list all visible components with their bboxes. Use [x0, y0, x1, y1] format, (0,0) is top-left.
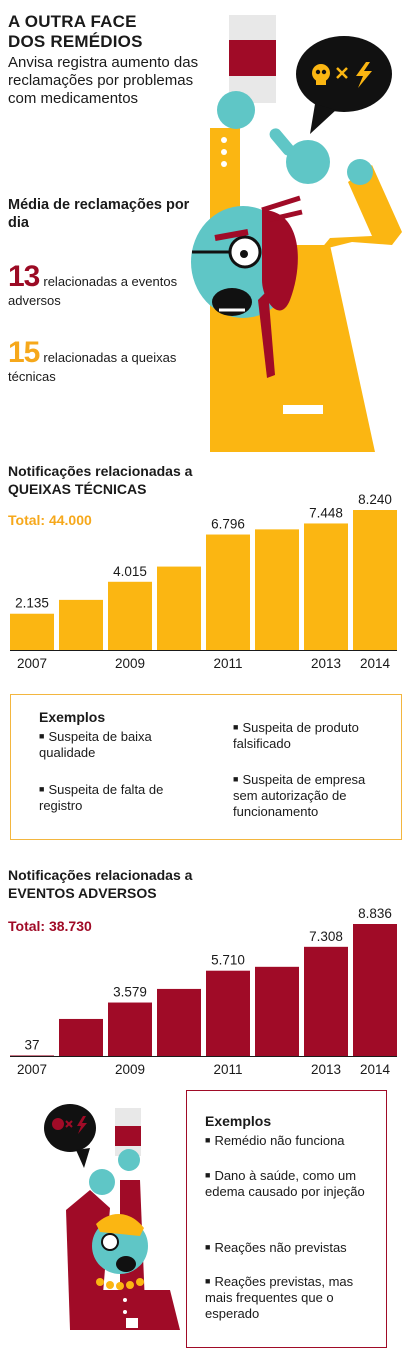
value-label: 8.240: [358, 492, 392, 507]
bottle-icon: [115, 1108, 141, 1156]
chart-tech-title: Notificações relacionadas a QUEIXAS TÉCN…: [8, 462, 308, 498]
bar-2009: [108, 1002, 152, 1056]
examples-adverse-item: Reações previstas, mas mais frequentes q…: [205, 1273, 380, 1322]
bar-2010: [157, 566, 201, 650]
bar-2009: [108, 581, 152, 650]
glasses-icon: [101, 1233, 119, 1251]
pill-icon: [118, 1149, 140, 1171]
bottle-label-icon: [229, 40, 276, 76]
examples-tech-box: Exemplos Suspeita de baixa qualidade Sus…: [10, 694, 402, 840]
skull-icon: [52, 1118, 64, 1130]
bar-2007: [10, 613, 54, 650]
examples-tech-item: Suspeita de falta de registro: [39, 781, 199, 814]
title-line-1: A OUTRA FACE: [8, 12, 137, 31]
bar-2014: [353, 510, 397, 650]
examples-adverse-item: Reações não previstas: [205, 1239, 380, 1256]
page-title: A OUTRA FACE DOS REMÉDIOS: [8, 12, 208, 52]
stat-adverse-label: relacionadas a eventos adversos: [8, 274, 178, 308]
bar-2007: [10, 1055, 54, 1057]
examples-adverse-item: Dano à saúde, como um edema causado por …: [205, 1167, 380, 1200]
bar-2012: [255, 966, 299, 1056]
chart-tech-total: Total: 44.000: [8, 512, 92, 528]
title-line-2: DOS REMÉDIOS: [8, 32, 143, 51]
chart-adverse-title-line2: EVENTOS ADVERSOS: [8, 885, 157, 901]
tick-label: 2011: [213, 656, 242, 671]
tick-label: 2007: [17, 656, 47, 671]
chart-adverse-title: Notificações relacionadas a EVENTOS ADVE…: [8, 866, 308, 902]
tick-label: 2013: [311, 1062, 341, 1077]
bar-2013: [304, 946, 348, 1056]
value-label: 4.015: [113, 564, 147, 579]
bar-2008: [59, 1018, 103, 1056]
chart-adverse-title-line1: Notificações relacionadas a: [8, 867, 193, 883]
lightning-icon: [77, 1116, 87, 1134]
bar-2014: [353, 924, 397, 1056]
tick-label: 2009: [115, 1062, 145, 1077]
chart-adverse-total: Total: 38.730: [8, 918, 92, 934]
head-icon: [92, 1218, 148, 1274]
body-icon: [66, 1190, 110, 1330]
stat-tech: 15 relacionadas a queixas técnicas: [8, 338, 208, 385]
examples-adverse-item: Remédio não funciona: [205, 1132, 380, 1149]
value-label: 7.308: [309, 929, 343, 944]
examples-tech-item: Suspeita de empresa sem autorização de f…: [233, 771, 393, 820]
tick-label: 2009: [115, 656, 145, 671]
stat-adverse: 13 relacionadas a eventos adversos: [8, 262, 208, 309]
stat-tech-label: relacionadas a queixas técnicas: [8, 350, 177, 384]
stat-adverse-value: 13: [8, 260, 40, 293]
value-label: 2.135: [15, 596, 49, 611]
examples-tech-item: Suspeita de baixa qualidade: [39, 728, 199, 761]
pill-icon: [217, 91, 255, 129]
bar-2012: [255, 529, 299, 650]
top-illustration: [191, 15, 402, 452]
bar-2010: [157, 988, 201, 1056]
chart-tech-title-line2: QUEIXAS TÉCNICAS: [8, 481, 147, 497]
tick-label: 2014: [360, 1062, 391, 1077]
examples-tech-item: Suspeita de produto falsificado: [233, 719, 393, 752]
examples-adverse-heading: Exemplos: [205, 1113, 272, 1129]
skull-icon: [312, 64, 330, 85]
tick-label: 2007: [17, 1062, 47, 1077]
bar-2008: [59, 599, 103, 650]
arm-icon: [320, 165, 402, 250]
chart-tech-title-line1: Notificações relacionadas a: [8, 463, 193, 479]
tick-label: 2014: [360, 656, 391, 671]
media-label: Média de reclamações por dia: [8, 197, 190, 231]
times-icon: [65, 1120, 73, 1128]
value-label: 37: [24, 1037, 39, 1052]
bar-2011: [206, 534, 250, 650]
value-label: 8.836: [358, 906, 392, 921]
value-label: 7.448: [309, 505, 343, 520]
speech-bubble-icon: [44, 1104, 96, 1152]
value-label: 6.796: [211, 517, 245, 532]
bar-2013: [304, 523, 348, 650]
examples-tech-heading: Exemplos: [39, 709, 106, 725]
tick-label: 2013: [311, 656, 341, 671]
bar-2011: [206, 970, 250, 1056]
value-label: 5.710: [211, 953, 245, 968]
times-icon: [336, 67, 348, 79]
mouth-icon: [212, 288, 252, 316]
tick-label: 2011: [213, 1062, 242, 1077]
lightning-icon: [356, 62, 372, 88]
stat-tech-value: 15: [8, 336, 40, 369]
hand-icon: [286, 140, 330, 184]
value-label: 3.579: [113, 985, 147, 1000]
hand-icon: [89, 1169, 115, 1195]
examples-adverse-box: Exemplos Remédio não funciona Dano à saú…: [186, 1090, 387, 1348]
page-subtitle: Anvisa registra aumento das reclamações …: [8, 54, 199, 107]
mouth-icon: [116, 1256, 136, 1272]
